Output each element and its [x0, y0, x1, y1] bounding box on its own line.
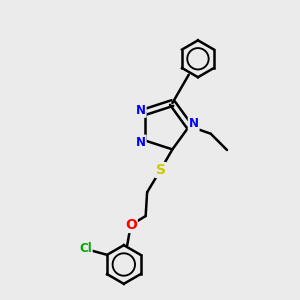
Text: S: S [155, 163, 166, 177]
Text: Cl: Cl [79, 242, 92, 255]
Text: N: N [189, 117, 199, 130]
Text: N: N [136, 136, 146, 148]
Text: N: N [136, 104, 146, 117]
Text: O: O [125, 218, 137, 232]
